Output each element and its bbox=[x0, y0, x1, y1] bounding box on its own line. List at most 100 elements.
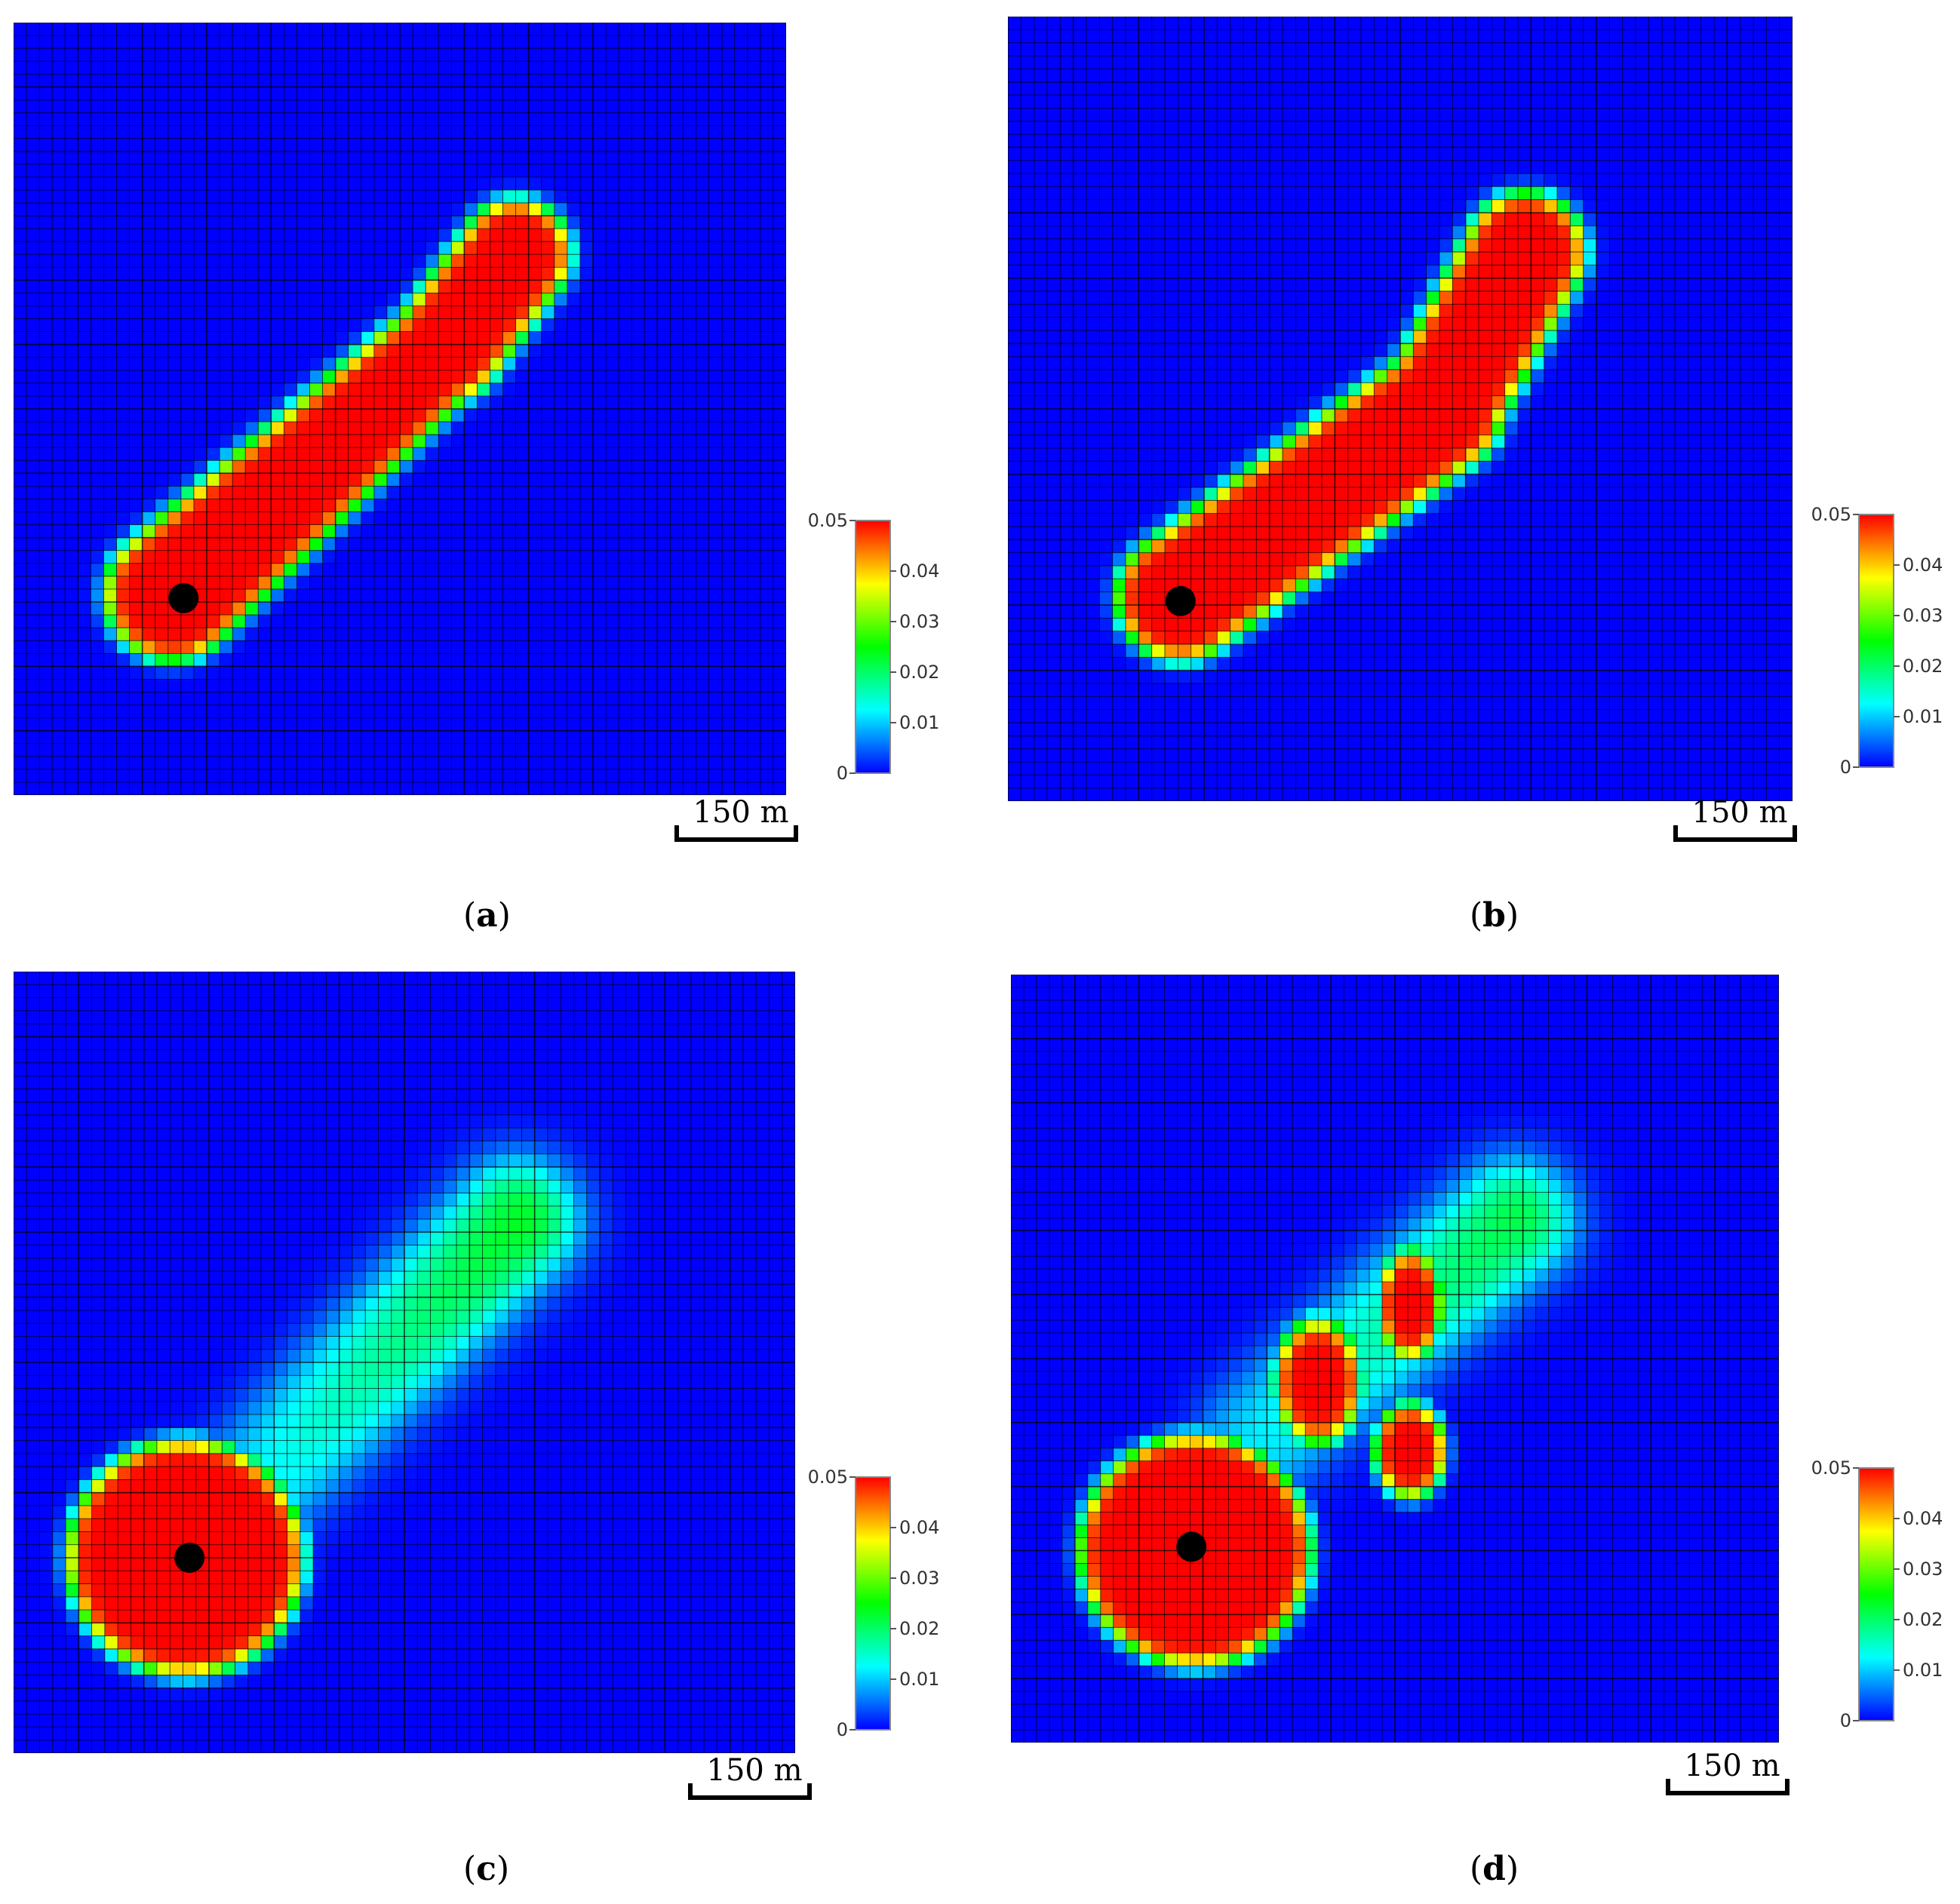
heatmap-cell bbox=[606, 370, 619, 384]
heatmap-cell bbox=[683, 241, 697, 255]
heatmap-cell bbox=[91, 717, 105, 732]
heatmap-cell bbox=[502, 679, 517, 693]
heatmap-cell bbox=[232, 267, 246, 281]
heatmap-cell bbox=[39, 306, 53, 320]
heatmap-cell bbox=[1295, 278, 1310, 292]
heatmap-cell bbox=[220, 216, 233, 229]
heatmap-cell bbox=[361, 563, 375, 577]
heatmap-cell bbox=[348, 473, 362, 487]
heatmap-cell bbox=[258, 306, 272, 320]
heatmap-cell bbox=[103, 756, 118, 770]
heatmap-cell bbox=[1283, 134, 1296, 148]
heatmap-cell bbox=[1544, 56, 1558, 69]
heatmap-cell bbox=[193, 23, 207, 36]
heatmap-cell bbox=[296, 550, 311, 564]
heatmap-cell bbox=[1217, 213, 1231, 226]
heatmap-cell bbox=[78, 447, 91, 461]
heatmap-cell bbox=[309, 615, 324, 628]
heatmap-cell bbox=[502, 769, 517, 783]
heatmap-cell bbox=[142, 460, 156, 474]
heatmap-cell bbox=[116, 138, 131, 152]
heatmap-cell bbox=[477, 576, 491, 590]
heatmap-cell bbox=[1779, 108, 1793, 122]
heatmap-cell bbox=[1465, 238, 1479, 253]
heatmap-cell bbox=[271, 486, 284, 500]
heatmap-cell bbox=[760, 138, 774, 152]
heatmap-cell bbox=[1034, 134, 1048, 148]
heatmap-cell bbox=[760, 435, 774, 448]
heatmap-cell bbox=[1544, 121, 1558, 135]
heatmap-cell bbox=[52, 653, 66, 667]
heatmap-cell bbox=[1557, 252, 1571, 266]
heatmap-cell bbox=[619, 35, 632, 49]
heatmap-cell bbox=[734, 679, 748, 693]
heatmap-cell bbox=[1492, 160, 1506, 174]
heatmap-cell bbox=[644, 435, 658, 448]
heatmap-cell bbox=[683, 756, 697, 770]
heatmap-cell bbox=[554, 216, 568, 229]
heatmap-cell bbox=[438, 357, 452, 371]
heatmap-cell bbox=[1439, 226, 1453, 240]
heatmap-cell bbox=[413, 395, 426, 410]
heatmap-cell bbox=[1766, 134, 1780, 148]
heatmap-cell bbox=[606, 318, 619, 333]
heatmap-cell bbox=[309, 151, 324, 165]
heatmap-cell bbox=[1126, 147, 1139, 161]
heatmap-cell bbox=[734, 280, 748, 293]
heatmap-cell bbox=[554, 267, 568, 281]
heatmap-cell bbox=[258, 717, 272, 732]
heatmap-cell bbox=[425, 35, 439, 49]
heatmap-cell bbox=[554, 48, 568, 62]
heatmap-cell bbox=[477, 318, 491, 333]
heatmap-cell bbox=[502, 87, 517, 100]
heatmap-cell bbox=[180, 229, 195, 242]
heatmap-cell bbox=[361, 537, 375, 551]
heatmap-cell bbox=[386, 229, 401, 242]
heatmap-cell bbox=[1269, 42, 1283, 57]
heatmap-cell bbox=[1008, 213, 1021, 226]
heatmap-cell bbox=[515, 447, 530, 461]
heatmap-cell bbox=[683, 87, 697, 100]
heatmap-cell bbox=[39, 550, 53, 564]
heatmap-cell bbox=[309, 756, 324, 770]
heatmap-cell bbox=[103, 422, 118, 435]
heatmap-cell bbox=[438, 318, 452, 333]
heatmap-cell bbox=[1779, 186, 1793, 201]
heatmap-cell bbox=[657, 318, 671, 333]
heatmap-cell bbox=[1557, 56, 1571, 69]
heatmap-cell bbox=[245, 306, 259, 320]
heatmap-cell bbox=[760, 357, 774, 371]
heatmap-cell bbox=[1374, 69, 1388, 83]
heatmap-cell bbox=[1727, 226, 1741, 240]
heatmap-cell bbox=[1361, 134, 1375, 148]
heatmap-cell bbox=[91, 202, 105, 217]
heatmap-cell bbox=[1335, 29, 1349, 44]
heatmap-cell bbox=[1479, 95, 1492, 109]
heatmap-cell bbox=[52, 177, 66, 191]
heatmap-cell bbox=[284, 177, 298, 191]
heatmap-cell bbox=[670, 653, 684, 667]
heatmap-cell bbox=[167, 730, 182, 745]
heatmap-cell bbox=[734, 241, 748, 255]
heatmap-cell bbox=[1112, 121, 1126, 135]
heatmap-cell bbox=[129, 473, 143, 487]
heatmap-cell bbox=[400, 125, 413, 140]
heatmap-cell bbox=[593, 705, 607, 719]
heatmap-cell bbox=[1531, 213, 1545, 226]
heatmap-cell bbox=[567, 202, 581, 217]
heatmap-cell bbox=[1086, 174, 1100, 187]
heatmap-cell bbox=[670, 370, 684, 384]
heatmap-cell bbox=[1636, 265, 1649, 279]
heatmap-cell bbox=[361, 588, 375, 603]
heatmap-cell bbox=[1544, 95, 1558, 109]
heatmap-cell bbox=[619, 460, 632, 474]
heatmap-cell bbox=[1335, 252, 1349, 266]
heatmap-cell bbox=[296, 100, 311, 114]
heatmap-cell bbox=[1256, 121, 1270, 135]
heatmap-cell bbox=[220, 357, 233, 371]
heatmap-cell bbox=[1700, 160, 1715, 174]
heatmap-cell bbox=[91, 177, 105, 191]
heatmap-cell bbox=[657, 306, 671, 320]
heatmap-cell bbox=[515, 537, 530, 551]
heatmap-cell bbox=[373, 370, 388, 384]
